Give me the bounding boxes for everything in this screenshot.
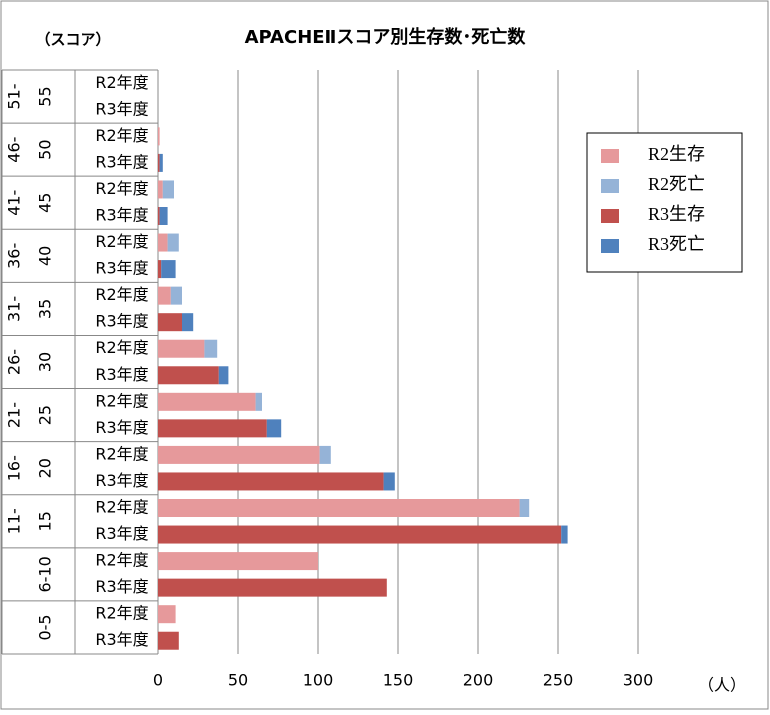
group-label: 36- (5, 243, 24, 269)
group-label: 30 (36, 352, 55, 372)
group-label: 55 (36, 86, 55, 106)
bar (159, 153, 163, 172)
bar (519, 499, 530, 517)
legend-label: R3生存 (648, 204, 705, 224)
bar (158, 472, 384, 491)
legend-swatch (601, 239, 619, 253)
bar (218, 366, 229, 385)
y-tick-label: R3年度 (95, 577, 148, 596)
group-label: 51- (5, 83, 24, 109)
bar (182, 313, 194, 332)
y-tick-label: R2年度 (95, 391, 148, 410)
bar (158, 233, 168, 252)
bar (158, 631, 179, 650)
bar (204, 339, 218, 358)
bar (383, 472, 395, 491)
bar (158, 366, 219, 385)
y-tick-label: R3年度 (95, 418, 148, 437)
x-tick-label: 300 (623, 671, 654, 690)
legend-label: R3死亡 (648, 234, 705, 254)
y-axis-label: （スコア） (35, 31, 110, 49)
bar (159, 207, 168, 225)
y-tick-label: R2年度 (95, 285, 148, 304)
bar (167, 233, 179, 252)
x-tick-label: 200 (463, 671, 494, 690)
bar (158, 127, 160, 146)
legend-swatch (601, 209, 619, 223)
y-tick-label: R3年度 (95, 99, 148, 118)
bar (158, 180, 163, 199)
y-tick-label: R3年度 (95, 312, 148, 331)
legend-swatch (601, 149, 619, 163)
y-tick-label: R2年度 (95, 338, 148, 357)
bar (255, 392, 262, 411)
y-tick-label: R2年度 (95, 232, 148, 251)
y-tick-label: R2年度 (95, 179, 148, 198)
y-tick-label: R2年度 (95, 551, 148, 570)
bar (158, 578, 387, 597)
group-label: 25 (36, 405, 55, 425)
x-tick-label: 50 (228, 671, 248, 690)
group-label: 6-10 (36, 556, 55, 592)
group-label: 35 (36, 299, 55, 319)
bar (319, 445, 331, 464)
group-label: 45 (36, 193, 55, 213)
x-tick-label: 0 (153, 671, 163, 690)
x-tick-label: 150 (383, 671, 414, 690)
bar (158, 552, 318, 571)
bar (266, 419, 282, 438)
group-label: 26- (5, 349, 24, 375)
group-label: 46- (5, 137, 24, 163)
y-tick-label: R3年度 (95, 471, 148, 490)
bar (158, 286, 171, 305)
group-label: 50 (36, 139, 55, 159)
group-label: 41- (5, 190, 24, 216)
group-label: 40 (36, 246, 55, 266)
x-axis-label: （人） (698, 676, 746, 695)
bar (158, 605, 176, 624)
group-label: 0-5 (36, 614, 55, 640)
bar (161, 260, 176, 279)
bar (158, 313, 182, 332)
y-tick-label: R3年度 (95, 152, 148, 171)
bar (158, 525, 562, 544)
legend-label: R2生存 (648, 144, 705, 164)
chart-title: APACHEⅡスコア別生存数･死亡数 (245, 26, 527, 48)
x-tick-label: 250 (543, 671, 574, 690)
legend-swatch (601, 179, 619, 193)
bar (158, 499, 520, 517)
y-tick-label: R2年度 (95, 73, 148, 92)
y-tick-label: R2年度 (95, 444, 148, 463)
bar (158, 153, 160, 172)
bar (158, 445, 320, 464)
group-label: 31- (5, 296, 24, 322)
bar (162, 180, 174, 199)
bar (158, 392, 256, 411)
bar (170, 286, 182, 305)
x-tick-label: 100 (303, 671, 334, 690)
y-tick-label: R3年度 (95, 524, 148, 543)
bar (158, 260, 162, 279)
legend-label: R2死亡 (648, 174, 705, 194)
y-tick-label: R3年度 (95, 206, 148, 225)
y-tick-label: R3年度 (95, 259, 148, 278)
legend: R2生存 R2死亡 R3生存 R3死亡 (586, 132, 743, 273)
bar (561, 525, 568, 544)
group-label: 15 (36, 511, 55, 531)
y-tick-label: R3年度 (95, 365, 148, 384)
group-label: 16- (5, 455, 24, 481)
bar (158, 207, 160, 225)
y-tick-label: R2年度 (95, 604, 148, 623)
y-tick-label: R2年度 (95, 126, 148, 145)
y-tick-label: R3年度 (95, 630, 148, 649)
bar (158, 419, 267, 438)
group-label: 11- (5, 508, 24, 534)
bar (158, 339, 205, 358)
group-label: 20 (36, 458, 55, 478)
y-tick-label: R2年度 (95, 498, 148, 517)
group-label: 21- (5, 402, 24, 428)
